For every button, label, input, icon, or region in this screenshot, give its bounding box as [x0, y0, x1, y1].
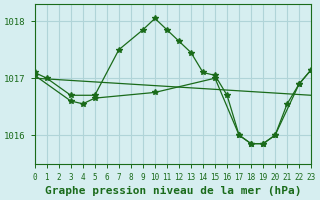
- X-axis label: Graphe pression niveau de la mer (hPa): Graphe pression niveau de la mer (hPa): [45, 186, 301, 196]
